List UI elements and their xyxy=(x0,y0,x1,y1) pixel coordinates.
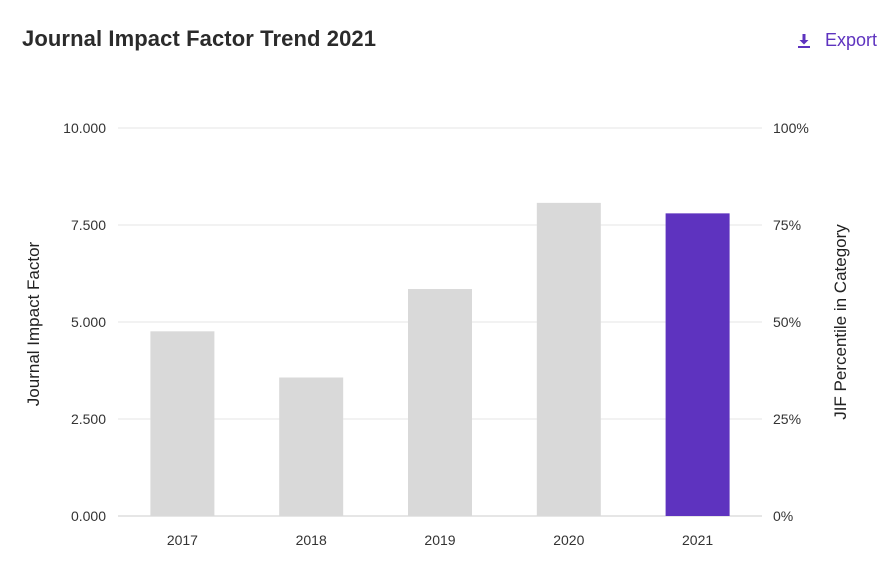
export-button[interactable]: Export xyxy=(797,30,877,51)
y2-axis-title: JIF Percentile in Category xyxy=(831,224,850,420)
download-icon xyxy=(797,33,810,48)
bar-2021[interactable] xyxy=(665,213,730,517)
y-tick-label: 5.000 xyxy=(71,314,106,330)
x-tick-label: 2020 xyxy=(553,532,584,548)
x-tick-label: 2018 xyxy=(296,532,327,548)
y2-tick-label: 25% xyxy=(773,411,801,427)
y2-tick-label: 0% xyxy=(773,508,793,524)
y2-tick-label: 50% xyxy=(773,314,801,330)
y-tick-label: 2.500 xyxy=(71,411,106,427)
y-tick-label: 10.000 xyxy=(63,120,106,136)
x-tick-label: 2019 xyxy=(424,532,455,548)
bar-2020[interactable] xyxy=(536,202,601,516)
x-axis: 2017 2018 2019 2020 2021 xyxy=(167,532,714,548)
y-tick-label: 0.000 xyxy=(71,508,106,524)
x-tick-label: 2017 xyxy=(167,532,198,548)
y-axis-left: 0.000 2.500 5.000 7.500 10.000 xyxy=(63,120,106,524)
bar-2018[interactable] xyxy=(279,377,344,516)
export-label: Export xyxy=(824,30,877,50)
y-tick-label: 7.500 xyxy=(71,217,106,233)
y-axis-title: Journal Impact Factor xyxy=(24,241,43,406)
y2-tick-label: 75% xyxy=(773,217,801,233)
y-axis-right: 0% 25% 50% 75% 100% xyxy=(773,120,809,524)
x-tick-label: 2021 xyxy=(682,532,713,548)
y2-tick-label: 100% xyxy=(773,120,809,136)
bar-2019[interactable] xyxy=(408,289,472,516)
bar-2017[interactable] xyxy=(150,331,215,516)
bars xyxy=(150,202,730,517)
page-title: Journal Impact Factor Trend 2021 xyxy=(22,26,377,51)
